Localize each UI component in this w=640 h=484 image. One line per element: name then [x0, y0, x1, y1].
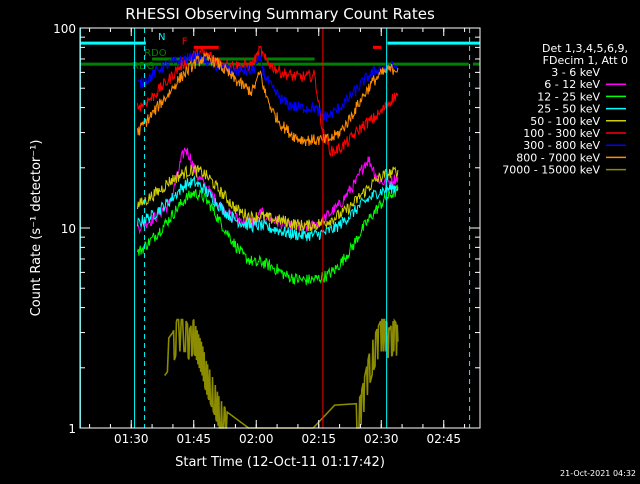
chart-title: RHESSI Observing Summary Count Rates: [125, 5, 435, 23]
x-tick-label: 02:00: [239, 432, 274, 446]
legend-header-line: Det 1,3,4,5,6,9,: [542, 42, 628, 55]
legend-entry-label: 12 - 25 keV: [537, 90, 600, 103]
series-line-8: [137, 52, 399, 147]
flag-label-n: N: [158, 32, 165, 43]
x-axis-label: Start Time (12-Oct-11 01:17:42): [175, 455, 385, 470]
legend-entry-label: 800 - 7000 keV: [516, 151, 600, 164]
series-layer: [137, 45, 399, 429]
series-line-7: [137, 52, 399, 122]
x-tick-label: 01:45: [176, 432, 211, 446]
y-tick-label: 1: [68, 422, 76, 436]
flag-label-f: F: [182, 36, 188, 47]
series-line-1: [137, 108, 399, 187]
series-line-4: [137, 175, 399, 242]
legend-header-line: FDecim 1, Att 0: [543, 54, 628, 67]
x-tick-label: 02:15: [301, 432, 336, 446]
flag-label-rdo: RDO: [144, 48, 167, 59]
legend: Det 1,3,4,5,6,9,FDecim 1, Att 03 - 6 keV…: [502, 42, 628, 177]
legend-entry-label: 7000 - 15000 keV: [502, 164, 600, 177]
legend-entry-label: 25 - 50 keV: [537, 103, 600, 116]
legend-entry-label: 50 - 100 keV: [530, 115, 600, 128]
legend-entry-label: 100 - 300 keV: [523, 127, 600, 140]
axes-layer: 01:30 01:45 02:00 02:15 02:30 02:45 1 10 100: [53, 22, 481, 446]
legend-entry-label: 6 - 12 keV: [544, 78, 600, 91]
generated-timestamp: 21-Oct-2021 04:32: [560, 469, 636, 478]
y-tick-label: 100: [53, 22, 76, 36]
series-line-3: [137, 184, 399, 286]
legend-entry-label: 3 - 6 keV: [551, 66, 600, 79]
series-line-5: [137, 163, 399, 232]
x-tick-label: 02:30: [364, 432, 399, 446]
legend-entry-label: 300 - 800 keV: [523, 139, 600, 152]
y-axis-label: Count Rate (s⁻¹ detector⁻¹): [29, 140, 44, 317]
series-line-6: [137, 45, 399, 157]
y-tick-label: 10: [61, 222, 76, 236]
x-tick-label: 02:45: [426, 432, 461, 446]
flag-label-rdg: RDG: [132, 61, 154, 72]
x-tick-label: 01:30: [114, 432, 149, 446]
